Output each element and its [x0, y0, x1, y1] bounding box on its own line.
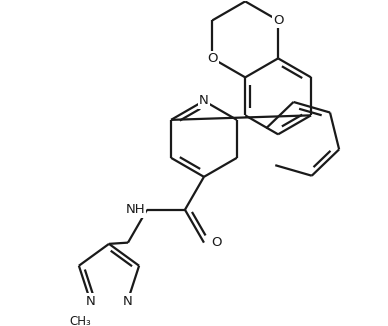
Text: O: O — [211, 236, 222, 249]
Text: N: N — [85, 295, 95, 308]
Text: CH₃: CH₃ — [69, 316, 91, 326]
Text: NH: NH — [126, 203, 145, 216]
Text: O: O — [273, 14, 283, 27]
Text: O: O — [207, 52, 218, 65]
Text: N: N — [199, 94, 209, 107]
Text: N: N — [123, 295, 132, 308]
